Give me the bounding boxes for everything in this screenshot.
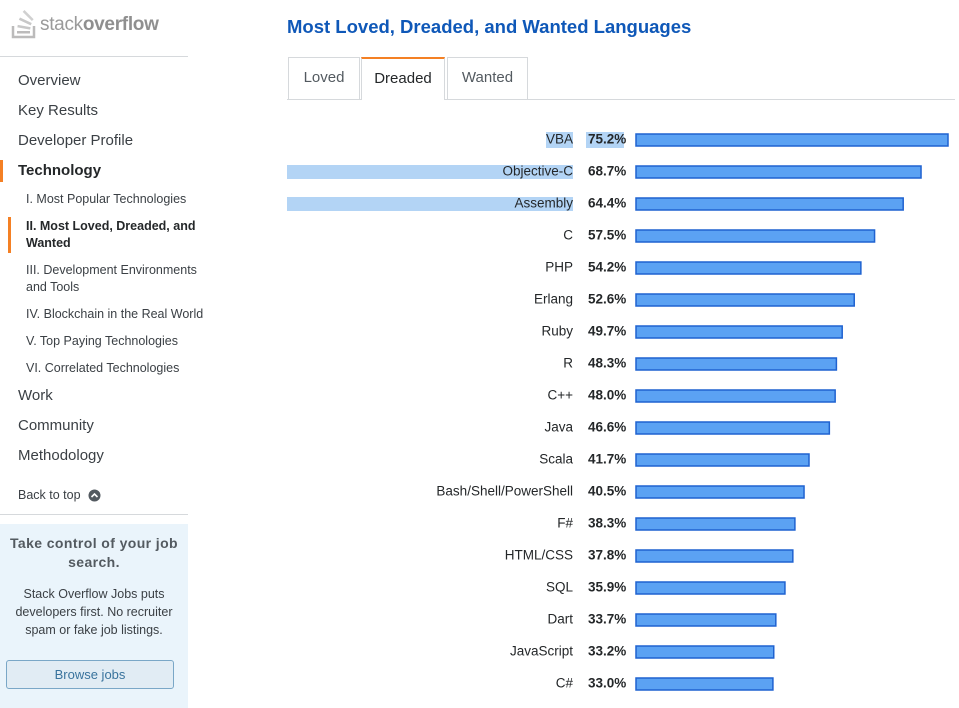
category-label: F# [557, 516, 573, 531]
logo-icon [11, 10, 36, 39]
value-label: 49.7% [588, 324, 626, 339]
category-label: PHP [545, 260, 573, 275]
category-label: SQL [546, 580, 574, 595]
category-label: Ruby [541, 324, 573, 339]
bar [635, 549, 794, 563]
divider [0, 56, 188, 57]
promo-text: Stack Overflow Jobs puts developers firs… [15, 587, 173, 637]
selection-highlight [287, 197, 573, 211]
value-label: 54.2% [588, 260, 626, 275]
value-label: 64.4% [588, 196, 626, 211]
divider [0, 514, 188, 515]
value-label: 48.3% [588, 356, 626, 371]
bar [635, 613, 777, 627]
value-label: 41.7% [588, 452, 626, 467]
category-label: Scala [539, 452, 573, 467]
category-label: C++ [547, 388, 573, 403]
sidebar: stackoverflow Overview Key Results Devel… [0, 0, 203, 708]
value-label: 75.2% [588, 132, 626, 147]
bar [635, 293, 855, 307]
nav-link[interactable]: Developer Profile [18, 132, 134, 149]
category-label: VBA [546, 132, 573, 147]
bar [635, 325, 843, 339]
value-label: 46.6% [588, 420, 626, 435]
value-label: 33.2% [588, 644, 626, 659]
nav-link[interactable]: Key Results [18, 102, 99, 119]
category-label: HTML/CSS [505, 548, 573, 563]
category-label: Objective-C [502, 164, 573, 179]
bar [635, 133, 949, 147]
bar [635, 229, 876, 243]
bar [635, 485, 805, 499]
back-to-top[interactable]: Back to top [18, 488, 81, 502]
subnav-link-active[interactable]: II. Most Loved, Dreaded, and Wanted [26, 219, 196, 250]
bar [635, 165, 922, 179]
value-label: 37.8% [588, 548, 626, 563]
subnav-link[interactable]: VI. Correlated Technologies [26, 361, 180, 375]
category-label: C# [556, 676, 574, 691]
nav-link[interactable]: Overview [18, 72, 81, 89]
bar [635, 517, 796, 531]
selection-highlight [546, 132, 573, 148]
category-label: R [563, 356, 573, 371]
selection-highlight [586, 132, 624, 148]
nav-link[interactable]: Work [18, 387, 53, 404]
value-label: 57.5% [588, 228, 626, 243]
tab[interactable]: Loved [288, 57, 360, 99]
nav-link[interactable]: Methodology [18, 447, 104, 464]
logo-overflow: overflow [82, 14, 159, 35]
promo-title: Take control of your job search. [9, 535, 179, 570]
nav-link-active[interactable]: Technology [18, 162, 102, 179]
active-indicator [8, 217, 11, 253]
bar [635, 581, 786, 595]
bar [635, 389, 836, 403]
value-label: 35.9% [588, 580, 626, 595]
bar [635, 421, 831, 435]
value-label: 52.6% [588, 292, 626, 307]
bar-chart: VBA 75.2% Objective-C 68.7% Assembly 64.4% C 57… [287, 132, 949, 691]
category-label: Assembly [514, 196, 573, 211]
selection-highlight [287, 165, 573, 179]
subnav-link[interactable]: V. Top Paying Technologies [26, 334, 178, 348]
nav-link[interactable]: Community [18, 417, 94, 434]
value-label: 33.0% [588, 676, 626, 691]
subnav-link[interactable]: III. Development Environments and Tools [26, 263, 197, 294]
bar [635, 645, 775, 659]
subnav-link[interactable]: I. Most Popular Technologies [26, 192, 187, 206]
tab-baseline [287, 99, 955, 100]
category-label: JavaScript [510, 644, 573, 659]
browse-jobs-button[interactable]: Browse jobs [6, 660, 174, 689]
category-label: Bash/Shell/PowerShell [436, 484, 573, 499]
value-label: 40.5% [588, 484, 626, 499]
chart-title: Most Loved, Dreaded, and Wanted Language… [287, 16, 692, 37]
bar [635, 677, 774, 691]
value-label: 48.0% [588, 388, 626, 403]
tab[interactable]: Wanted [447, 57, 528, 99]
category-label: C [563, 228, 573, 243]
logo-text: stackoverflow [40, 14, 159, 36]
value-label: 38.3% [588, 516, 626, 531]
tab[interactable]: Dreaded [361, 57, 445, 100]
value-label: 68.7% [588, 164, 626, 179]
bar [635, 357, 838, 371]
category-label: Erlang [534, 292, 573, 307]
value-label: 33.7% [588, 612, 626, 627]
subnav-link[interactable]: IV. Blockchain in the Real World [26, 307, 204, 321]
category-label: Java [544, 420, 573, 435]
logo-stack: stack [40, 14, 83, 35]
bar [635, 453, 810, 467]
promo: Take control of your job search. Stack O… [0, 524, 188, 708]
bar [635, 261, 862, 275]
category-label: Dart [547, 612, 573, 627]
active-indicator [0, 160, 3, 182]
up-icon [88, 489, 101, 502]
bar [635, 197, 904, 211]
